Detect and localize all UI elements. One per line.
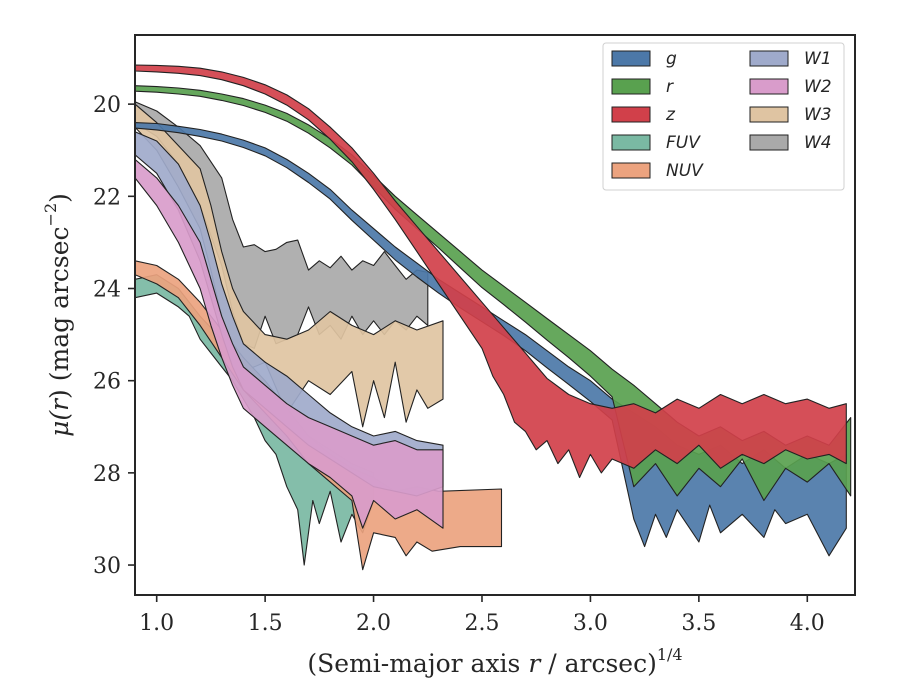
x-tick-label: 3.0	[573, 611, 608, 636]
y-axis-ticks: 20 22 24 26 28 30	[93, 93, 135, 579]
x-axis-label: (Semi-major axis r / arcsec)1/4	[307, 645, 682, 678]
legend: grz FUV NUV W1 W2 W3 W4	[602, 42, 845, 191]
x-tick-label: 4.0	[790, 611, 825, 636]
x-axis-ticks: 1.0 1.5 2.0 2.5 3.0 3.5 4.0	[139, 595, 825, 636]
y-tick-label: 24	[93, 277, 121, 302]
legend-label: r	[666, 77, 674, 97]
legend-label: z	[665, 105, 676, 125]
band-w2	[135, 158, 444, 529]
legend-item-w4: W4	[749, 133, 832, 153]
legend-label: W1	[804, 49, 832, 69]
y-tick-label: 30	[93, 554, 121, 579]
legend-item-fuv: FUV	[611, 133, 701, 153]
legend-label: FUV	[666, 133, 701, 153]
legend-label: g	[666, 49, 677, 69]
legend-item-z: z	[611, 105, 676, 125]
legend-item-nuv: NUV	[611, 161, 704, 181]
legend-item-w1: W1	[749, 49, 832, 69]
legend-swatch	[749, 134, 789, 151]
legend-label: NUV	[666, 161, 704, 181]
y-tick-label: 26	[93, 370, 121, 395]
legend-swatch	[749, 50, 789, 67]
legend-swatch	[611, 162, 651, 179]
legend-item-w3: W3	[749, 105, 832, 125]
legend-swatch	[611, 78, 651, 95]
legend-label: W2	[804, 77, 832, 97]
band-z	[135, 64, 847, 479]
legend-swatch	[611, 106, 651, 123]
legend-swatch	[611, 50, 651, 67]
legend-swatch	[749, 78, 789, 95]
legend-swatch	[749, 106, 789, 123]
x-tick-label: 2.0	[356, 611, 391, 636]
y-tick-label: 20	[93, 93, 121, 118]
x-tick-label: 1.5	[248, 611, 283, 636]
x-tick-label: 1.0	[139, 611, 174, 636]
legend-item-w2: W2	[749, 77, 832, 97]
y-axis-label: μ(r) (mag arcsec−2)	[41, 193, 74, 437]
legend-label: W4	[804, 133, 832, 153]
y-tick-label: 28	[93, 462, 121, 487]
legend-item-r: r	[611, 77, 674, 97]
x-tick-label: 2.5	[464, 611, 499, 636]
x-tick-label: 3.5	[681, 611, 716, 636]
y-tick-label: 22	[93, 185, 121, 210]
legend-item-g: g	[611, 49, 677, 69]
legend-label: W3	[804, 105, 832, 125]
plot-frame	[134, 34, 856, 596]
legend-swatch	[611, 134, 651, 151]
profile-bands	[135, 64, 852, 571]
